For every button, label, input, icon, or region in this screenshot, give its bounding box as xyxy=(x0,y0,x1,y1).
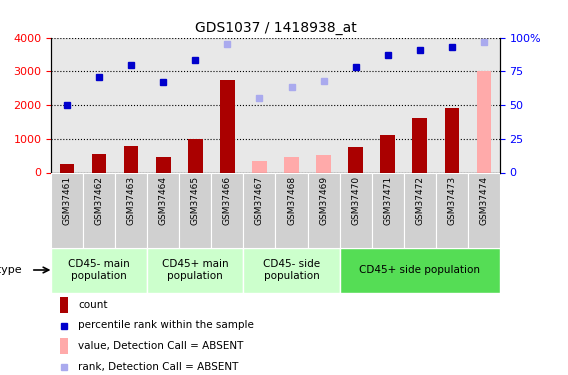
Bar xyxy=(60,297,68,313)
Bar xyxy=(124,146,139,172)
Bar xyxy=(275,172,307,248)
Bar xyxy=(211,172,244,248)
Bar xyxy=(436,172,468,248)
Text: GSM37473: GSM37473 xyxy=(447,176,456,225)
Bar xyxy=(307,172,340,248)
Bar xyxy=(244,248,340,292)
Title: GDS1037 / 1418938_at: GDS1037 / 1418938_at xyxy=(195,21,356,35)
Text: GSM37474: GSM37474 xyxy=(479,176,488,225)
Bar xyxy=(445,108,459,172)
Text: GSM37471: GSM37471 xyxy=(383,176,392,225)
Text: GSM37464: GSM37464 xyxy=(159,176,168,225)
Bar xyxy=(285,158,299,172)
Text: GSM37463: GSM37463 xyxy=(127,176,136,225)
Text: GSM37469: GSM37469 xyxy=(319,176,328,225)
Bar xyxy=(147,172,179,248)
Bar xyxy=(147,248,244,292)
Text: GSM37465: GSM37465 xyxy=(191,176,200,225)
Text: CD45- side
population: CD45- side population xyxy=(263,259,320,281)
Bar xyxy=(188,140,203,172)
Bar xyxy=(468,172,500,248)
Bar xyxy=(404,172,436,248)
Bar xyxy=(381,135,395,172)
Bar xyxy=(51,172,83,248)
Bar xyxy=(60,164,74,172)
Text: cell type: cell type xyxy=(0,265,22,275)
Bar xyxy=(220,80,235,172)
Text: CD45- main
population: CD45- main population xyxy=(68,259,130,281)
Bar xyxy=(83,172,115,248)
Bar xyxy=(412,118,427,172)
Text: GSM37472: GSM37472 xyxy=(415,176,424,225)
Text: count: count xyxy=(78,300,107,310)
Text: value, Detection Call = ABSENT: value, Detection Call = ABSENT xyxy=(78,341,244,351)
Text: rank, Detection Call = ABSENT: rank, Detection Call = ABSENT xyxy=(78,362,239,372)
Bar xyxy=(156,157,170,172)
Bar xyxy=(244,172,275,248)
Text: GSM37462: GSM37462 xyxy=(95,176,104,225)
Bar xyxy=(348,147,363,172)
Text: GSM37461: GSM37461 xyxy=(62,176,72,225)
Text: CD45+ main
population: CD45+ main population xyxy=(162,259,229,281)
Bar xyxy=(92,154,106,173)
Bar xyxy=(252,161,266,172)
Bar xyxy=(371,172,404,248)
Text: GSM37466: GSM37466 xyxy=(223,176,232,225)
Bar xyxy=(340,248,500,292)
Bar xyxy=(316,154,331,172)
Text: GSM37467: GSM37467 xyxy=(255,176,264,225)
Text: GSM37470: GSM37470 xyxy=(351,176,360,225)
Bar xyxy=(477,71,491,172)
Bar xyxy=(60,338,68,354)
Text: CD45+ side population: CD45+ side population xyxy=(359,265,480,275)
Bar xyxy=(179,172,211,248)
Bar xyxy=(51,248,147,292)
Text: GSM37468: GSM37468 xyxy=(287,176,296,225)
Bar xyxy=(340,172,371,248)
Bar xyxy=(115,172,147,248)
Text: percentile rank within the sample: percentile rank within the sample xyxy=(78,321,254,330)
